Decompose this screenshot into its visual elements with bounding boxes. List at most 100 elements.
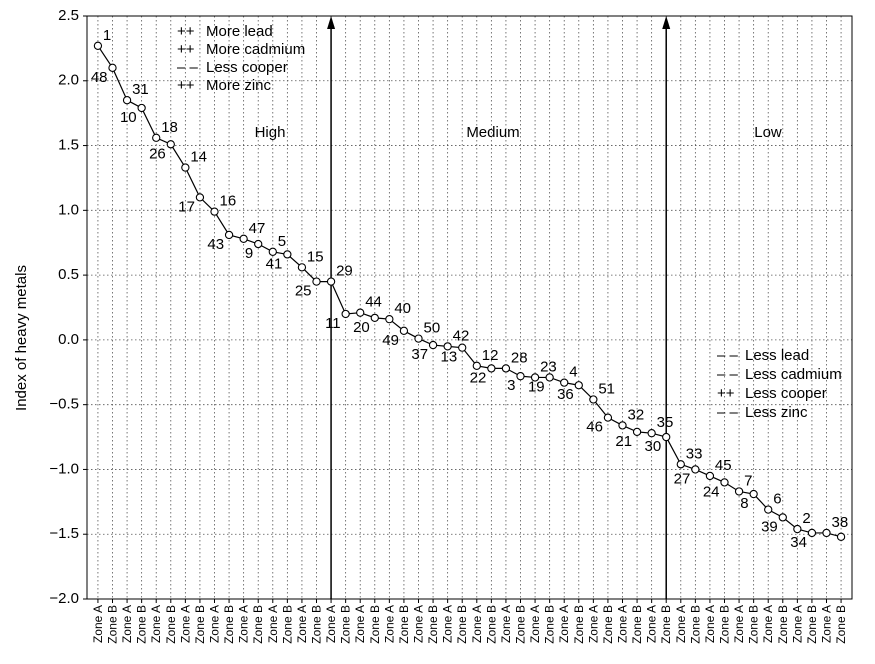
point-label: 6 <box>773 491 781 508</box>
point-label: 48 <box>91 69 108 86</box>
data-point <box>618 421 627 430</box>
x-tick-label: Zone A <box>295 605 309 643</box>
data-point <box>370 313 379 323</box>
x-tick-label: Zone B <box>484 605 498 644</box>
legend-top-text: More zinc <box>206 77 272 94</box>
data-point <box>458 343 467 352</box>
legend-top-sign: ++ <box>177 77 195 94</box>
x-tick-label: Zone B <box>718 605 732 644</box>
data-point <box>676 460 685 469</box>
point-label: 1 <box>103 27 111 44</box>
x-tick-label: Zone B <box>776 605 790 644</box>
data-point <box>472 361 481 370</box>
data-point <box>239 234 248 243</box>
x-tick-label: Zone A <box>761 605 775 643</box>
data-point <box>662 432 671 442</box>
point-label: 14 <box>190 149 207 166</box>
group-label: High <box>255 124 286 141</box>
x-tick-label: Zone A <box>441 605 455 643</box>
x-tick-label: Zone A <box>499 605 513 643</box>
point-label: 24 <box>703 483 720 500</box>
x-tick-labels: Zone A Zone B Zone A Zone B Zone A Zone B Zone… <box>91 599 848 644</box>
data-point <box>297 263 307 272</box>
data-point <box>603 413 613 422</box>
data-point <box>691 465 700 474</box>
legend-right-text: Less cadmium <box>745 366 842 383</box>
x-tick-label: Zone A <box>470 605 484 643</box>
point-label: 4 <box>569 364 577 381</box>
legend-top-sign: – – <box>177 59 199 76</box>
legend-right-text: Less cooper <box>745 385 827 402</box>
divider-arrow-head <box>327 16 336 29</box>
x-tick-label: Zone B <box>135 605 149 644</box>
x-tick-label: Zone B <box>280 605 294 644</box>
data-point <box>312 277 321 286</box>
y-tick-label: 2.0 <box>58 72 79 89</box>
x-tick-label: Zone B <box>193 605 207 644</box>
point-label: 32 <box>628 406 645 423</box>
data-point <box>428 340 438 350</box>
x-tick-label: Zone A <box>149 605 163 643</box>
x-tick-label: Zone B <box>747 605 761 644</box>
x-tick-label: Zone B <box>630 605 644 644</box>
plot-frame <box>86 15 853 600</box>
point-label: 18 <box>161 119 178 136</box>
x-tick-label: Zone B <box>805 605 819 644</box>
x-tick-label: Zone B <box>659 605 673 644</box>
x-tick-label: Zone A <box>91 605 105 643</box>
data-point <box>749 489 758 499</box>
y-tick-label: −0.5 <box>49 396 79 413</box>
data-point <box>166 140 175 149</box>
data-point <box>93 41 103 50</box>
x-tick-label: Zone B <box>834 605 848 644</box>
point-label: 47 <box>249 220 266 237</box>
legend-top-sign: ++ <box>177 41 195 58</box>
data-point <box>501 364 511 373</box>
data-point <box>822 528 831 538</box>
data-point <box>647 429 656 438</box>
series-line <box>97 45 842 538</box>
point-label: 23 <box>540 358 557 375</box>
point-label: 3 <box>507 377 515 394</box>
point-label: 41 <box>266 255 283 272</box>
x-tick-label: Zone A <box>353 605 367 643</box>
data-point <box>545 373 554 382</box>
x-tick-label: Zone A <box>324 605 338 643</box>
point-label: 12 <box>482 347 499 364</box>
point-label: 39 <box>761 518 778 535</box>
data-point <box>836 532 846 541</box>
data-point <box>530 373 540 382</box>
series-line-layer <box>97 45 842 538</box>
point-label: 25 <box>295 283 312 300</box>
y-tick-label: 0.0 <box>58 331 79 348</box>
point-label: 40 <box>394 300 411 317</box>
x-tick-label: Zone A <box>790 605 804 643</box>
data-point <box>632 427 642 437</box>
legend-right-text: Less zinc <box>745 404 808 421</box>
point-label: 15 <box>307 248 324 265</box>
x-tick-label: Zone B <box>368 605 382 644</box>
point-label: 13 <box>441 349 458 366</box>
legend-right-text: Less lead <box>745 347 809 364</box>
y-axis-title: Index of heavy metals <box>13 265 30 411</box>
point-label: 20 <box>353 319 370 336</box>
point-label: 42 <box>453 327 470 344</box>
point-label: 37 <box>411 346 428 363</box>
y-tick-label: −1.0 <box>49 460 79 477</box>
y-tick-label: 1.5 <box>58 137 79 154</box>
legend-top-text: More cadmium <box>206 41 305 58</box>
x-tick-label: Zone A <box>178 605 192 643</box>
annotations: High Medium Low ++ More lead ++ More cadmium – … <box>177 23 842 421</box>
data-point <box>399 326 409 335</box>
point-label: 21 <box>615 433 632 450</box>
data-point <box>341 309 350 319</box>
data-point <box>254 239 263 249</box>
x-tick-label: Zone B <box>572 605 586 644</box>
legend-top-text: More lead <box>206 23 273 40</box>
data-point <box>705 471 715 481</box>
data-point <box>108 63 117 72</box>
point-label: 45 <box>715 457 732 474</box>
x-tick-label: Zone B <box>339 605 353 644</box>
